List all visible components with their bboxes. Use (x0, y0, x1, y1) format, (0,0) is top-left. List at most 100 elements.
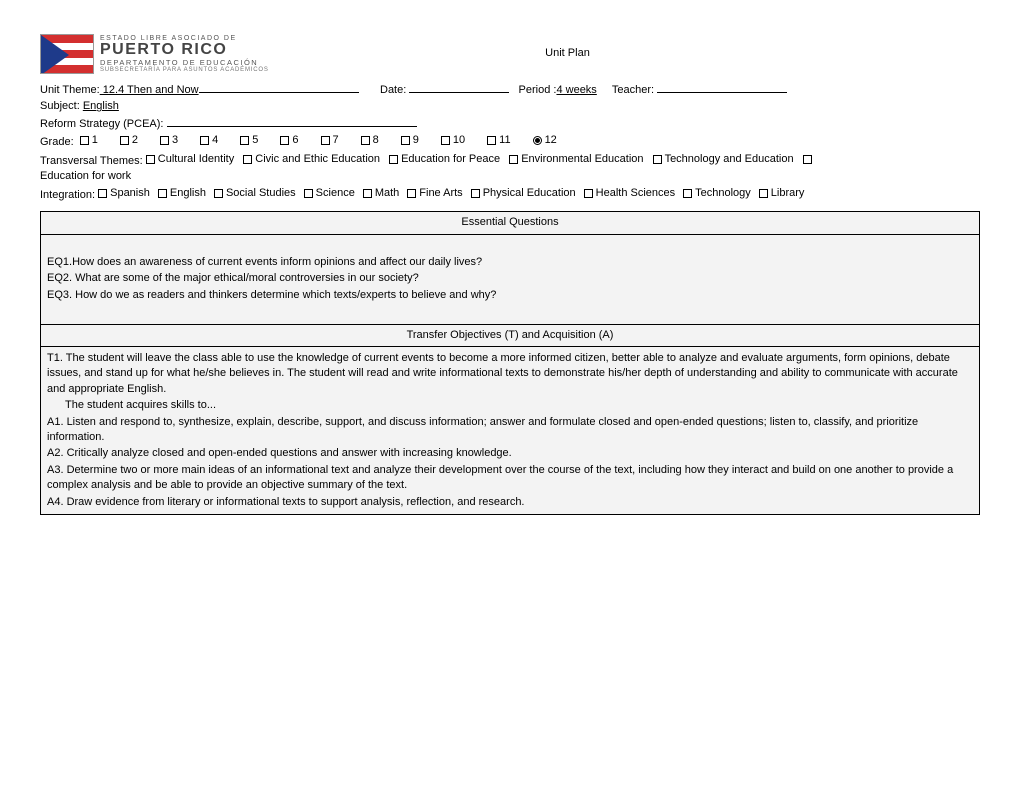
integration-option[interactable]: Math (363, 186, 399, 201)
grade-option-1[interactable]: 1 (80, 133, 98, 148)
theme-label: Environmental Education (521, 152, 643, 167)
flag-icon (40, 34, 94, 74)
line-grade: Grade: 1 2 3 4 5 6 7 8 9 10 11 12 (40, 133, 980, 151)
grade-option-12[interactable]: 12 (533, 133, 557, 148)
edu-for-work-label: Education for work (40, 170, 131, 182)
integration-option[interactable]: Library (759, 186, 805, 201)
checkbox-icon[interactable] (487, 136, 496, 145)
integration-option[interactable]: Health Sciences (584, 186, 676, 201)
checkbox-icon[interactable] (653, 155, 662, 164)
checkbox-icon[interactable] (441, 136, 450, 145)
checkbox-icon[interactable] (759, 189, 768, 198)
theme-edu-work-trailing (803, 155, 815, 164)
grade-label-6: 6 (292, 133, 298, 148)
checkbox-icon[interactable] (584, 189, 593, 198)
transversal-label: Transversal Themes: (40, 155, 143, 167)
eq-header: Essential Questions (41, 212, 980, 234)
integration-label: Social Studies (226, 186, 296, 201)
grade-label-1: 1 (92, 133, 98, 148)
checkbox-icon[interactable] (361, 136, 370, 145)
checkbox-icon[interactable] (243, 155, 252, 164)
header-row: ESTADO LIBRE ASOCIADO DE PUERTO RICO DEP… (40, 30, 980, 78)
checkbox-icon[interactable] (363, 189, 372, 198)
grade-label-10: 10 (453, 133, 465, 148)
grade-option-7[interactable]: 7 (321, 133, 339, 148)
grade-label-7: 7 (333, 133, 339, 148)
integration-label: Math (375, 186, 399, 201)
grade-option-2[interactable]: 2 (120, 133, 138, 148)
theme-option[interactable]: Environmental Education (509, 152, 643, 167)
checkbox-icon[interactable] (240, 136, 249, 145)
line-theme-date: Unit Theme: 12.4 Then and Now Date: Peri… (40, 82, 980, 98)
integration-option[interactable]: English (158, 186, 206, 201)
eq3: EQ3. How do we as readers and thinkers d… (47, 288, 973, 303)
grade-option-9[interactable]: 9 (401, 133, 419, 148)
theme-blank[interactable] (199, 82, 359, 93)
reform-label: Reform Strategy (PCEA): (40, 118, 163, 130)
logo-line4: SUBSECRETARÍA PARA ASUNTOS ACADÉMICOS (100, 67, 269, 73)
theme-option[interactable]: Cultural Identity (146, 152, 234, 167)
grade-label-11: 11 (499, 133, 510, 148)
grade-option-5[interactable]: 5 (240, 133, 258, 148)
checkbox-icon[interactable] (803, 155, 812, 164)
unit-theme-label: Unit Theme: (40, 84, 100, 96)
theme-option[interactable]: Civic and Ethic Education (243, 152, 380, 167)
checkbox-icon[interactable] (321, 136, 330, 145)
grade-option-4[interactable]: 4 (200, 133, 218, 148)
checkbox-icon[interactable] (160, 136, 169, 145)
a4: A4. Draw evidence from literary or infor… (47, 495, 973, 510)
checkbox-icon[interactable] (98, 189, 107, 198)
theme-label: Civic and Ethic Education (255, 152, 380, 167)
checkbox-icon[interactable] (200, 136, 209, 145)
date-label: Date: (380, 84, 406, 96)
checkbox-icon[interactable] (146, 155, 155, 164)
checkbox-icon[interactable] (80, 136, 89, 145)
theme-option[interactable]: Education for Peace (389, 152, 500, 167)
acq-intro: The student acquires skills to... (47, 398, 973, 413)
radio-filled-icon[interactable] (533, 136, 542, 145)
transfer-header: Transfer Objectives (T) and Acquisition … (41, 324, 980, 346)
integration-label: Health Sciences (596, 186, 676, 201)
grade-option-8[interactable]: 8 (361, 133, 379, 148)
theme-label: Education for Peace (401, 152, 500, 167)
a3: A3. Determine two or more main ideas of … (47, 463, 973, 494)
checkbox-icon[interactable] (683, 189, 692, 198)
grade-option-11[interactable]: 11 (487, 133, 510, 148)
meta-block: Unit Theme: 12.4 Then and Now Date: Peri… (40, 82, 980, 203)
checkbox-icon[interactable] (158, 189, 167, 198)
integration-label: Fine Arts (419, 186, 462, 201)
theme-option[interactable]: Technology and Education (653, 152, 794, 167)
checkbox-icon[interactable] (401, 136, 410, 145)
checkbox-icon[interactable] (471, 189, 480, 198)
integration-option[interactable]: Fine Arts (407, 186, 462, 201)
grade-option-10[interactable]: 10 (441, 133, 465, 148)
grade-label-12: 12 (545, 133, 557, 148)
integration-option[interactable]: Social Studies (214, 186, 296, 201)
integration-option[interactable]: Physical Education (471, 186, 576, 201)
grade-option-6[interactable]: 6 (280, 133, 298, 148)
grade-label: Grade: (40, 136, 74, 148)
transfer-content: T1. The student will leave the class abl… (41, 347, 980, 515)
checkbox-icon[interactable] (509, 155, 518, 164)
grade-label-5: 5 (252, 133, 258, 148)
page-title: Unit Plan (295, 46, 980, 61)
integration-option[interactable]: Technology (683, 186, 751, 201)
integration-option[interactable]: Science (304, 186, 355, 201)
logo-block: ESTADO LIBRE ASOCIADO DE PUERTO RICO DEP… (40, 30, 295, 78)
checkbox-icon[interactable] (280, 136, 289, 145)
grade-option-3[interactable]: 3 (160, 133, 178, 148)
checkbox-icon[interactable] (407, 189, 416, 198)
teacher-label: Teacher: (612, 84, 654, 96)
date-blank[interactable] (409, 82, 509, 93)
checkbox-icon[interactable] (214, 189, 223, 198)
eq-content: EQ1.How does an awareness of current eve… (41, 234, 980, 324)
grade-label-3: 3 (172, 133, 178, 148)
content-table: Essential Questions EQ1.How does an awar… (40, 211, 980, 515)
integration-label: Physical Education (483, 186, 576, 201)
reform-blank[interactable] (167, 116, 417, 127)
integration-option[interactable]: Spanish (98, 186, 150, 201)
checkbox-icon[interactable] (389, 155, 398, 164)
checkbox-icon[interactable] (120, 136, 129, 145)
checkbox-icon[interactable] (304, 189, 313, 198)
teacher-blank[interactable] (657, 82, 787, 93)
